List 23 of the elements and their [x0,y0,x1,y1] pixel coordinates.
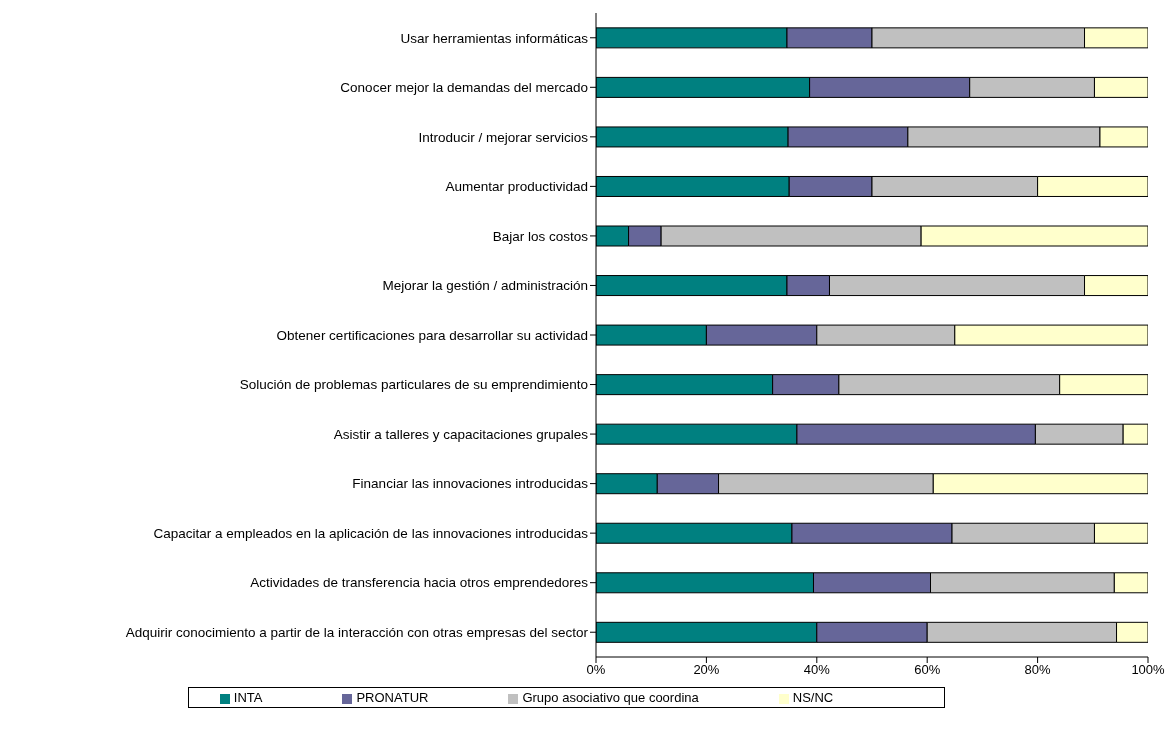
y-tick-label: Asistir a talleres y capacitaciones grupales [333,426,589,442]
y-tick-label: Financiar las innovaciones introducidas [352,476,589,492]
y-tick-label: Capacitar a empleados en la aplicación de las innovaciones introducidas [153,525,589,541]
legend-label: INTA [233,690,263,705]
x-tick-label: 100% [1131,662,1166,678]
y-tick-label: Usar herramientas informáticas [400,30,589,46]
y-tick-label: Actividades de transferencia hacia otros emprendedores [250,575,589,591]
y-tick-label: Conocer mejor la demandas del mercado [340,80,588,96]
y-tick-label: Obtener certificaciones para desarrollar su actividad [276,327,588,343]
y-tick-label: Solución de problemas particulares de su emprendimiento [239,377,588,393]
legend-label: Grupo asociativo que coordina [522,690,699,705]
y-tick-label: Bajar los costos [492,228,589,244]
y-tick-label: Introducir / mejorar servicios [418,129,589,145]
y-tick-label: Aumentar productividad [445,179,588,195]
legend-label: NS/NC [792,690,834,705]
x-tick-label: 20% [693,662,720,678]
y-tick-label: Mejorar la gestión / administración [382,278,588,294]
x-tick-label: 0% [586,662,606,678]
x-tick-label: 80% [1024,662,1052,678]
legend-label: PRONATUR [356,690,429,705]
y-tick-label: Adquirir conocimiento a partir de la interacción con otras empresas del sector [125,625,589,641]
x-tick-label: 60% [914,662,941,678]
x-tick-label: 40% [803,662,831,678]
